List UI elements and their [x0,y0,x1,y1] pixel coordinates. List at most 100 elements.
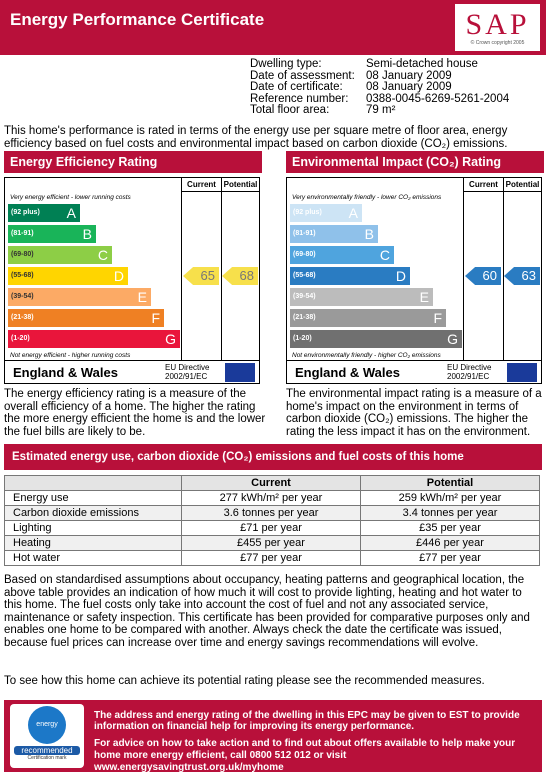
panel-title: Environmental Impact (CO₂) Rating [286,151,544,173]
note: To see how this home can achieve its pot… [4,675,485,687]
certification-mark: energy saving recommended Certification … [10,704,84,768]
text: or visit [310,750,347,761]
region: England & Wales [13,365,118,380]
header-cell: Potential [360,475,540,491]
band: (55-68) D [8,267,128,285]
detail-label: Date of certificate: [250,81,343,93]
table-cell: £35 per year [360,520,540,536]
header: Energy Performance Certificate SAP © Cro… [0,0,546,55]
detail-row: Date of assessment: 08 January 2009 [250,69,509,83]
directive-line: 2002/91/EC [165,372,208,381]
detail-label: Date of assessment: [250,69,355,82]
table-row: Lighting £71 per year £35 per year [4,520,540,536]
band-range: (92 plus) [293,209,322,216]
band: (1-20) G [290,330,462,348]
table-row: Hot water £77 per year £77 per year [4,550,540,566]
panel-footer: England & Wales EU Directive 2002/91/EC [287,360,541,383]
band-range: (1-20) [293,335,312,342]
table-row: Carbon dioxide emissions 3.6 tonnes per y… [4,505,540,521]
band-letter: G [165,331,176,347]
table-cell: Heating [4,535,182,551]
footer-text: For advice on how to take action and to … [94,738,534,774]
band-range: (69-80) [293,251,316,258]
potential-rating: 63 [504,267,540,285]
detail-row: Total floor area: 79 m² [250,104,509,117]
table-cell: £77 per year [360,550,540,566]
band-range: (21-38) [293,314,316,321]
directive-line: EU Directive [165,363,210,372]
band-range: (92 plus) [11,209,40,216]
directive: EU Directive 2002/91/EC [447,363,491,381]
band-letter: C [379,247,390,263]
detail-value: 08 January 2009 [366,81,452,93]
band: (69-80) C [8,246,112,264]
mark-caption: Certification mark [27,755,67,761]
eu-flag [225,363,255,382]
band: (21-38) F [290,309,446,327]
detail-label: Reference number: [250,92,349,105]
table-cell: 3.6 tonnes per year [181,505,361,521]
copyright: © Crown copyright 2005 [470,40,525,46]
band: (39-54) E [290,288,433,306]
detail-value: Semi-detached house [366,58,478,70]
divider [503,192,504,360]
band: (92 plus) A [8,204,80,222]
intro: This home's performance is rated in term… [4,125,508,150]
mark-label: recommended [14,746,80,755]
panel-title: Energy Efficiency Rating [4,151,262,173]
band-letter: E [419,289,429,305]
column-header: Current [463,178,503,192]
band: (21-38) F [8,309,164,327]
band-letter: F [433,310,442,326]
band: (92 plus) A [290,204,362,222]
column-header: Potential [221,178,259,192]
column-header: Potential [503,178,541,192]
table-cell: £71 per year [181,520,361,536]
band-range: (39-54) [11,293,34,300]
header-row: Current Potential [4,475,540,491]
table-row: Energy use 277 kWh/m² per year 259 kWh/m² … [4,490,540,506]
band-letter: B [82,226,92,242]
directive-line: EU Directive [447,363,492,372]
band-letter: A [66,205,76,221]
table-cell: £455 per year [181,535,361,551]
table-cell: Lighting [4,520,182,536]
mark-logo: energy saving [28,706,66,766]
table-cell: 259 kWh/m² per year [360,490,540,506]
band-letter: D [113,268,124,284]
panel-footer: England & Wales EU Directive 2002/91/EC [5,360,259,383]
potential-rating: 68 [222,267,258,285]
url[interactable]: www.energysavingtrust.org.uk/myhome [94,762,284,773]
estimates-table: Current Potential Energy use 277 kWh/m² per… [4,475,540,566]
text: For advice on how to take action and to … [94,738,516,761]
current-rating: 65 [183,267,219,285]
band: (69-80) C [290,246,394,264]
directive: EU Directive 2002/91/EC [165,363,209,381]
logo-text: SAP [465,8,530,41]
header-cell [4,475,182,491]
top-note: Very energy efficient - lower running co… [10,194,131,201]
divider [221,192,222,360]
band-letter: E [137,289,147,305]
band-range: (81-91) [11,230,34,237]
rating-chart: Current Potential Very energy efficient - … [4,177,260,384]
table-cell: 3.4 tonnes per year [360,505,540,521]
band: (81-91) B [8,225,96,243]
estimates-title: Estimated energy use, carbon dioxide (CO… [4,444,542,470]
header-cell: Current [181,475,361,491]
rating-chart: Current Potential Very environmentally fri… [286,177,542,384]
divider [181,192,182,360]
eu-flag [507,363,537,382]
band-range: (55-68) [11,272,34,279]
detail-value: 79 m² [366,104,396,116]
detail-row: Dwelling type: Semi-detached house [250,58,509,71]
directive-line: 2002/91/EC [447,372,490,381]
band-range: (21-38) [11,314,34,321]
table-cell: Carbon dioxide emissions [4,505,182,521]
bottom-note: Not environmentally friendly - higher CO… [292,352,441,359]
current-rating: 60 [465,267,501,285]
top-note: Very environmentally friendly - lower CO… [292,194,442,201]
details: Dwelling type: Semi-detached house Date of… [250,58,509,117]
detail-label: Total floor area: [250,104,330,116]
column-header: Current [181,178,221,192]
